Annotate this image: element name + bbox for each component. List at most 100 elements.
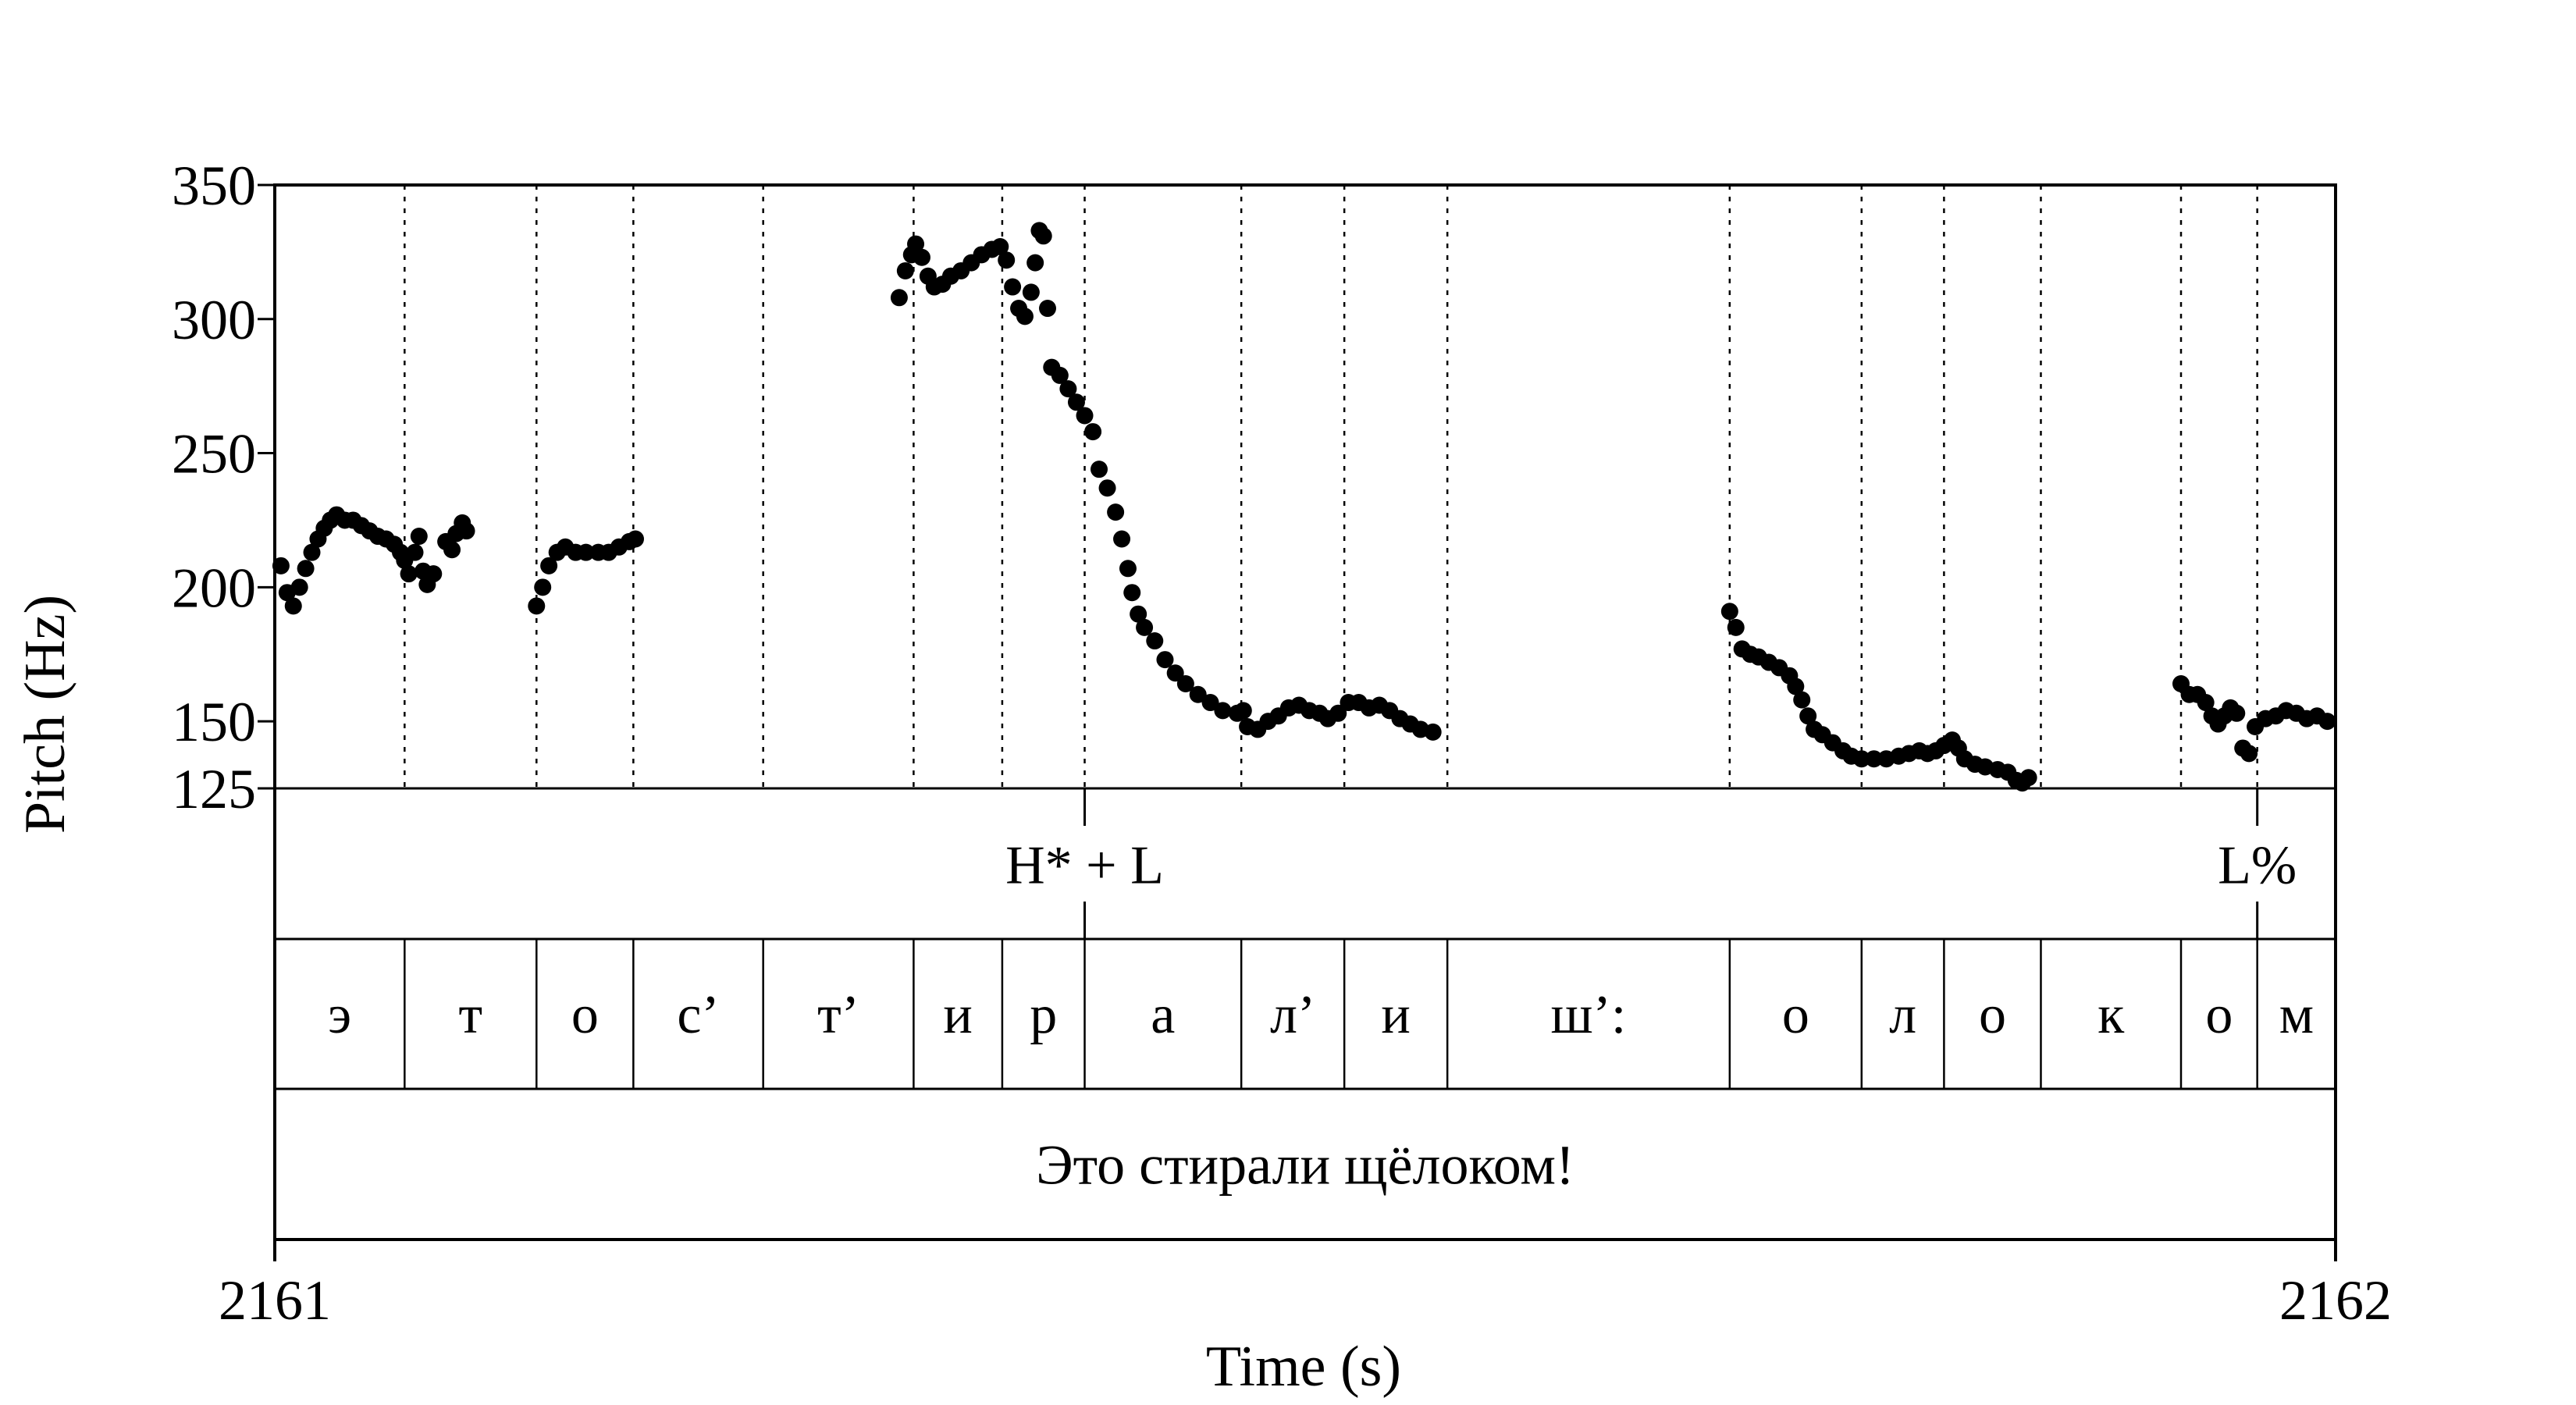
pitch-point xyxy=(2240,745,2258,763)
segment-label: т xyxy=(459,985,483,1045)
pitch-point xyxy=(2019,769,2037,787)
y-tick-label: 200 xyxy=(172,557,256,619)
pitch-point xyxy=(1865,750,1883,768)
pitch-point xyxy=(1016,308,1034,325)
pitch-point xyxy=(1146,632,1164,650)
pitch-point xyxy=(991,238,1009,256)
pitch-point xyxy=(528,597,546,615)
pitch-point xyxy=(1107,503,1125,521)
pitch-point xyxy=(1067,393,1085,411)
pitch-point xyxy=(297,560,315,578)
pitch-point xyxy=(1123,584,1141,602)
tone-label: H* + L xyxy=(1005,836,1164,896)
segment-label: л’ xyxy=(1270,985,1315,1045)
y-tick-label: 150 xyxy=(172,691,256,753)
segment-boundary-gridlines xyxy=(404,185,2258,788)
pitch-point xyxy=(1059,380,1077,398)
pitch-point xyxy=(1091,461,1108,478)
pitch-point xyxy=(406,543,424,561)
segment-label: а xyxy=(1151,985,1175,1045)
pitch-point xyxy=(2197,694,2215,712)
pitch-point xyxy=(1852,750,1870,768)
pitch-point xyxy=(290,578,308,596)
pitch-points xyxy=(272,222,2336,792)
pitch-point xyxy=(2318,713,2336,731)
segment-label: ш’: xyxy=(1551,985,1627,1045)
pitch-point xyxy=(425,565,443,583)
pitch-point xyxy=(284,597,302,615)
segment-label: о xyxy=(1979,985,2006,1045)
segment-label: т’ xyxy=(817,985,859,1045)
x-tick-label: 2162 xyxy=(2279,1269,2392,1332)
pitch-point xyxy=(1189,685,1207,703)
pitch-point xyxy=(457,522,475,540)
pitch-point xyxy=(1098,479,1116,497)
pitch-point xyxy=(998,251,1016,269)
plot-border xyxy=(273,183,2337,1241)
pitch-point xyxy=(907,235,925,253)
plot-frame xyxy=(273,183,2337,1241)
pitch-point xyxy=(1051,366,1069,384)
pitch-point xyxy=(272,557,290,574)
segment-label: и xyxy=(943,985,972,1045)
pitch-point xyxy=(443,541,461,559)
pitch-point xyxy=(1799,707,1817,725)
segment-label: м xyxy=(2279,985,2314,1045)
pitch-point xyxy=(1130,605,1147,623)
pitch-point xyxy=(1156,651,1174,669)
pitch-point xyxy=(1214,702,1232,720)
pitch-point xyxy=(410,528,428,546)
pitch-point xyxy=(1004,278,1022,296)
sentence-label: Это стирали щёлоком! xyxy=(1036,1134,1574,1197)
pitch-point xyxy=(1034,227,1052,245)
pitch-point xyxy=(1119,560,1137,578)
pitch-point xyxy=(1136,618,1154,636)
x-axis-title: Time (s) xyxy=(1206,1335,1401,1399)
pitch-point xyxy=(896,261,914,279)
y-tick-label: 125 xyxy=(172,758,256,820)
pitch-point xyxy=(1793,691,1811,709)
tone-label: L% xyxy=(2218,836,2297,896)
pitch-point xyxy=(534,578,552,596)
pitch-point xyxy=(1084,423,1102,441)
x-tick-label: 2161 xyxy=(219,1269,331,1332)
pitch-point xyxy=(1727,618,1745,636)
pitch-point xyxy=(913,248,930,266)
pitch-point xyxy=(1234,702,1252,720)
pitch-point xyxy=(1329,704,1347,722)
pitch-point xyxy=(627,530,644,548)
pitch-point xyxy=(1720,603,1738,621)
y-tick-label: 300 xyxy=(172,289,256,351)
pitch-point xyxy=(303,543,321,561)
segment-label: с’ xyxy=(677,985,719,1045)
segment-label: и xyxy=(1381,985,1410,1045)
pitch-point xyxy=(1787,678,1805,695)
pitch-point xyxy=(890,289,908,307)
segment-label: л xyxy=(1889,985,1916,1045)
pitch-point xyxy=(400,565,418,583)
segment-label: о xyxy=(1782,985,1809,1045)
pitch-point xyxy=(2228,704,2246,722)
segment-label: к xyxy=(2097,985,2125,1045)
pitch-point xyxy=(540,557,558,574)
segment-label: э xyxy=(328,985,351,1045)
segment-label: о xyxy=(2205,985,2233,1045)
y-axis-title: Pitch (Hz) xyxy=(13,595,77,834)
pitch-point xyxy=(1166,664,1184,682)
pitch-point xyxy=(1026,254,1044,272)
pitch-point xyxy=(1039,300,1056,318)
pitch-point xyxy=(1424,723,1442,741)
segment-label: р xyxy=(1030,985,1057,1045)
y-tick-label: 250 xyxy=(172,423,256,486)
y-tick-label: 350 xyxy=(172,155,256,217)
pitch-point xyxy=(1176,675,1194,693)
pitch-point xyxy=(577,543,595,561)
pitch-point xyxy=(1113,530,1131,548)
pitch-point xyxy=(1022,283,1040,301)
pitch-point xyxy=(1076,407,1094,425)
segment-label: о xyxy=(571,985,599,1045)
pitch-point xyxy=(1201,694,1219,712)
